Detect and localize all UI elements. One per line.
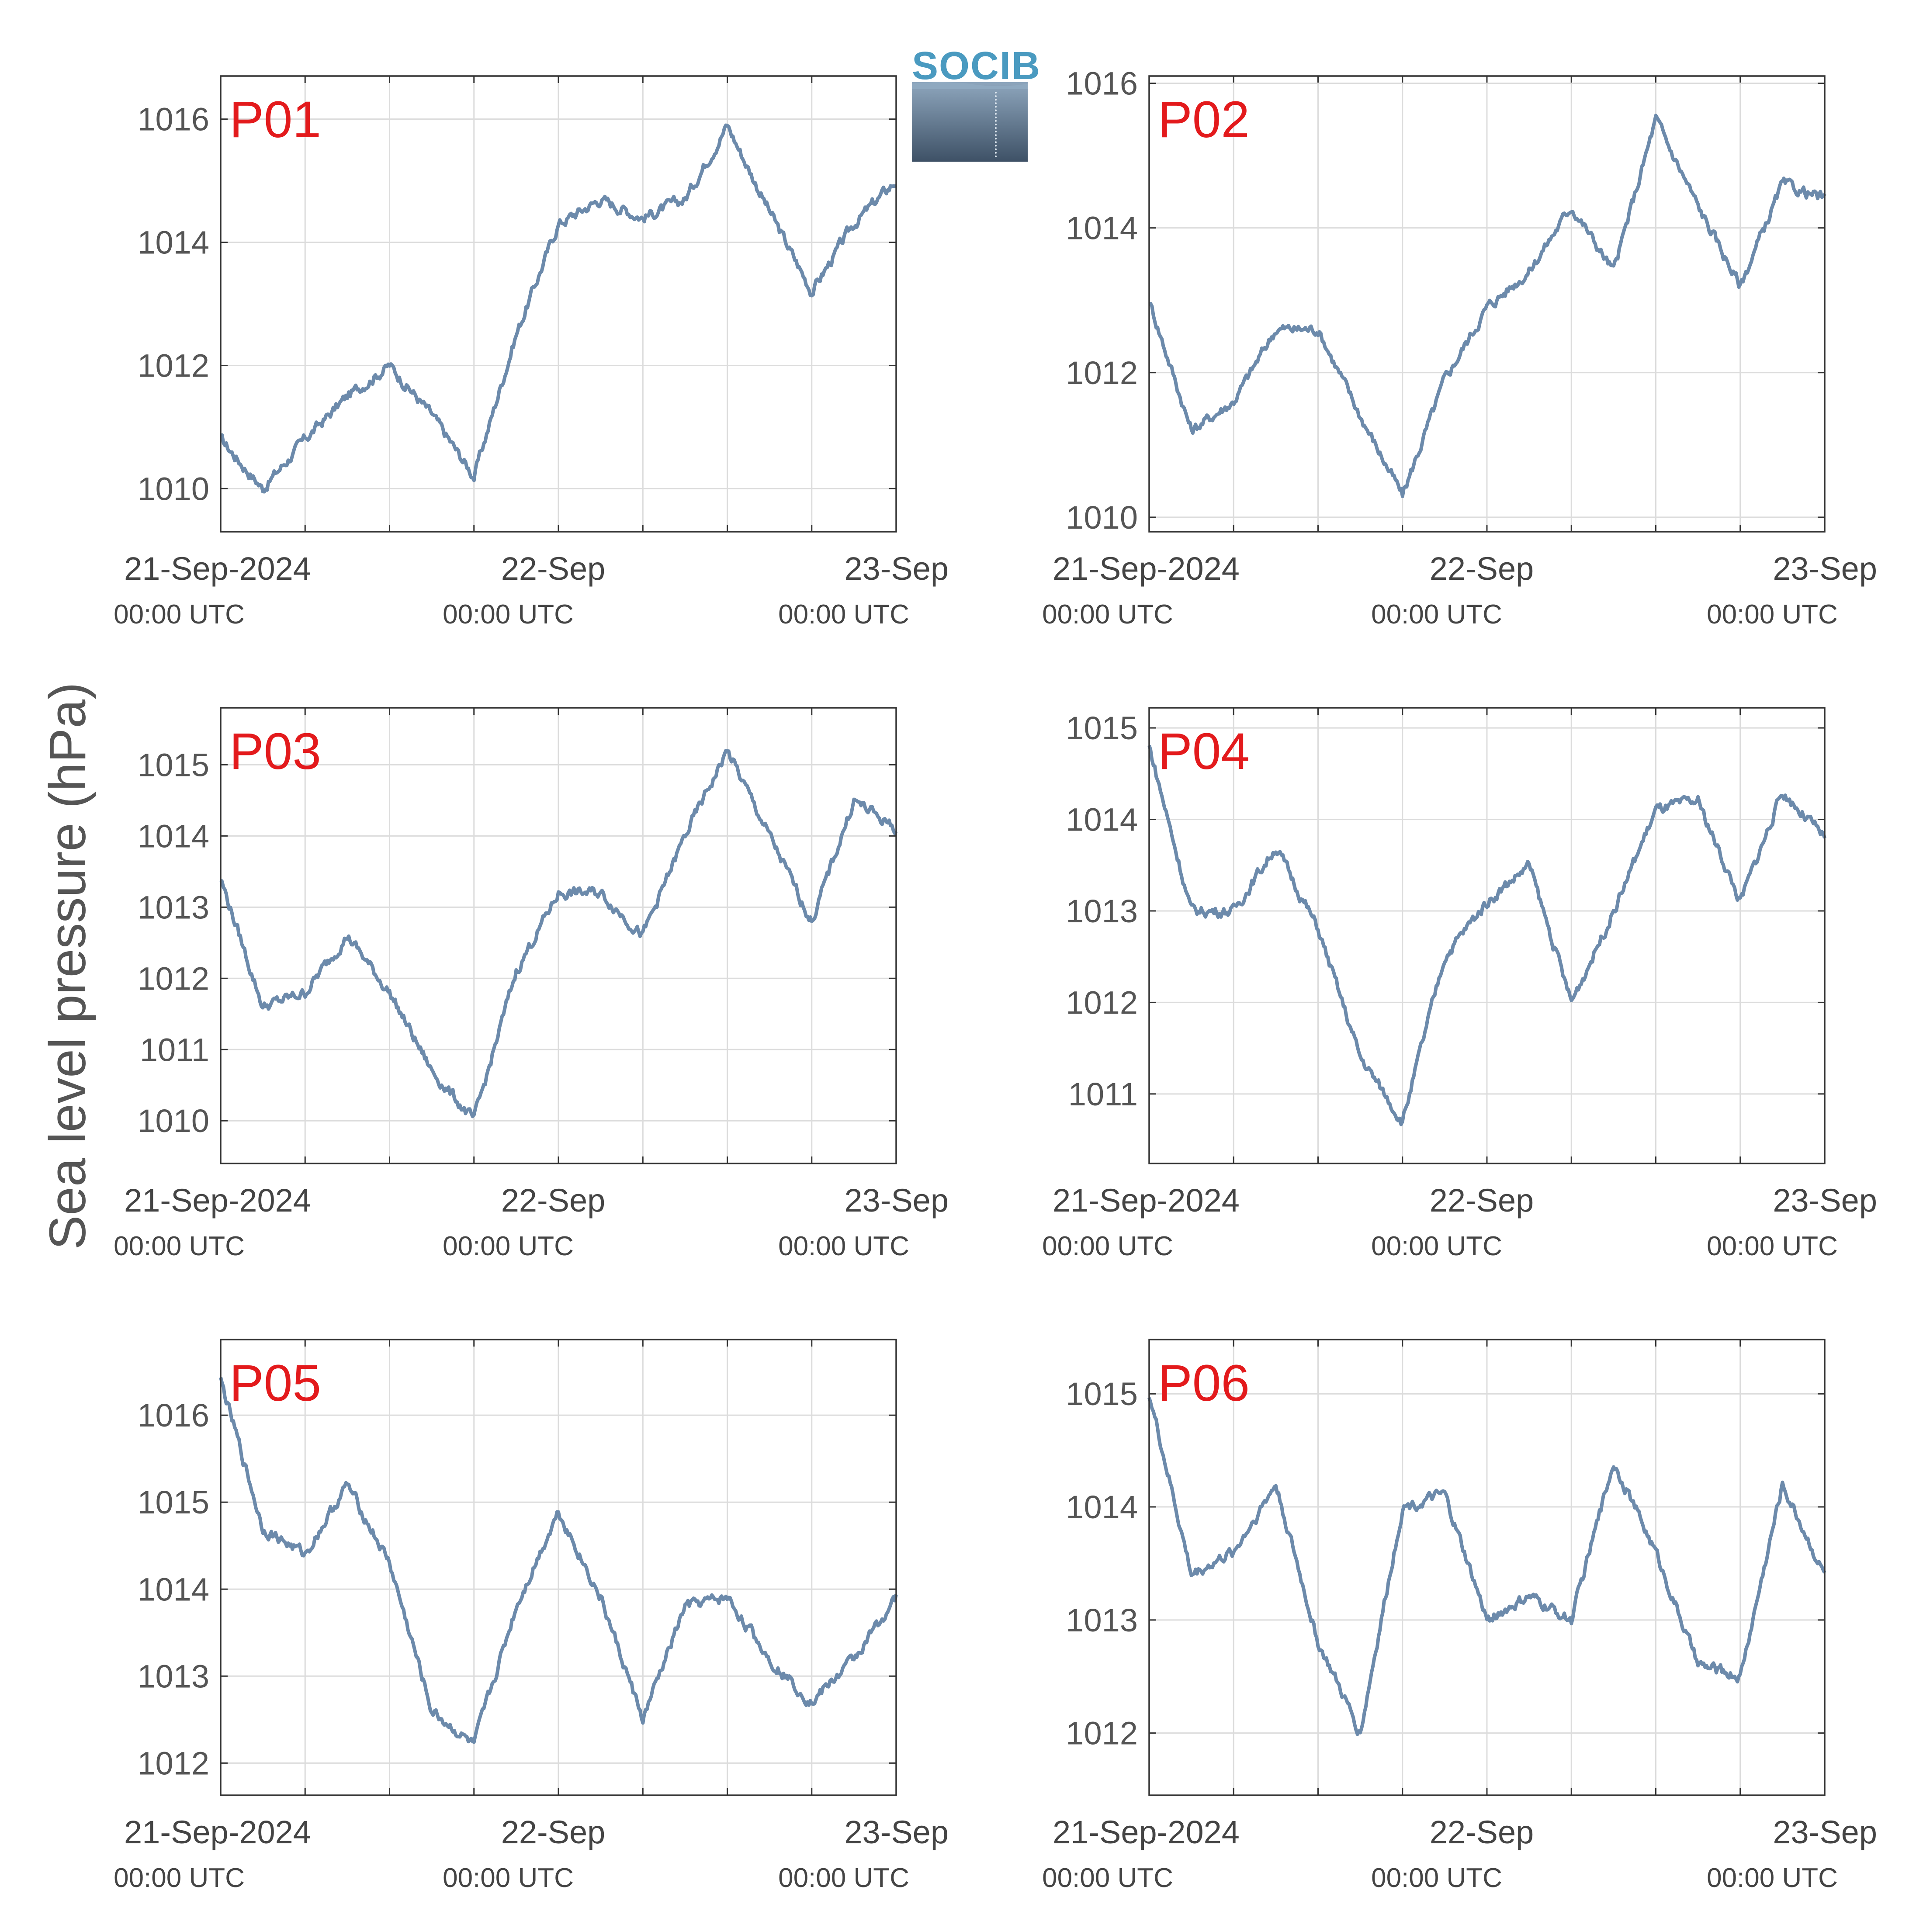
y-tick-label: 1015: [1066, 710, 1138, 746]
logo-wave: [912, 82, 1028, 89]
panel-label: P02: [1158, 91, 1250, 149]
x-tick-sublabel: 00:00 UTC: [114, 1863, 245, 1893]
y-tick-label: 1012: [1066, 1715, 1138, 1752]
x-tick-label: 21-Sep-2024: [124, 1182, 311, 1219]
x-tick-sublabel: 00:00 UTC: [778, 1231, 909, 1261]
y-tick-label: 1015: [1066, 1376, 1138, 1412]
y-tick-label: 1011: [1068, 1076, 1138, 1112]
x-tick-sublabel: 00:00 UTC: [114, 1231, 245, 1261]
y-tick-label: 1014: [137, 225, 209, 261]
x-tick-sublabel: 00:00 UTC: [443, 1231, 574, 1261]
x-tick-label: 22-Sep: [1430, 1182, 1534, 1219]
x-tick-sublabel: 00:00 UTC: [1371, 1863, 1502, 1893]
x-tick-label: 22-Sep: [1430, 551, 1534, 587]
y-axis-label: Sea level pressure (hPa): [39, 682, 97, 1250]
logo-gradient-block: [912, 82, 1028, 162]
logo-dotted-line: [995, 92, 998, 157]
pressure-series-line: [220, 123, 897, 494]
x-tick-sublabel: 00:00 UTC: [1707, 1863, 1838, 1893]
y-tick-label: 1015: [137, 747, 209, 783]
y-tick-label: 1013: [137, 1658, 209, 1694]
x-tick-label: 21-Sep-2024: [124, 1814, 311, 1850]
panel-label: P01: [229, 91, 321, 149]
x-tick-label: 22-Sep: [501, 1182, 606, 1219]
pressure-series-line: [219, 1377, 898, 1744]
socib-logo-text: SOCIB: [912, 44, 1041, 88]
y-tick-label: 1012: [137, 1745, 209, 1781]
x-tick-label: 23-Sep: [844, 1814, 949, 1850]
pressure-series-line: [1147, 744, 1826, 1126]
x-tick-label: 21-Sep-2024: [1053, 551, 1240, 587]
y-tick-label: 1014: [1066, 802, 1138, 838]
y-tick-label: 1012: [137, 347, 209, 384]
panel-p04: 1011 1012 1013 1014 1015 P04 21-Sep-2024 00:00 …: [1042, 707, 1877, 1261]
y-tick-label: 1011: [140, 1032, 209, 1068]
x-tick-label: 23-Sep: [844, 1182, 949, 1219]
x-tick-label: 21-Sep-2024: [1053, 1814, 1240, 1850]
x-tick-label: 23-Sep: [844, 551, 949, 587]
y-tick-label: 1012: [1066, 355, 1138, 391]
panel-p02: 1010 1012 1014 1016 P02 21-Sep-2024 00:00 UTC 2…: [1042, 66, 1877, 630]
panel-label: P03: [229, 723, 321, 780]
plot-frame: [220, 75, 897, 533]
x-tick-sublabel: 00:00 UTC: [1042, 1231, 1173, 1261]
y-tick-label: 1010: [1066, 499, 1138, 536]
y-tick-label: 1012: [137, 960, 209, 997]
plot-frame: [220, 1339, 897, 1796]
x-tick-sublabel: 00:00 UTC: [1371, 599, 1502, 630]
y-tick-label: 1015: [137, 1484, 209, 1520]
y-tick-label: 1013: [137, 889, 209, 925]
x-tick-sublabel: 00:00 UTC: [778, 1863, 909, 1893]
y-tick-label: 1014: [1066, 1489, 1138, 1525]
x-tick-label: 22-Sep: [1430, 1814, 1534, 1850]
y-tick-label: 1012: [1066, 984, 1138, 1021]
panel-p03: 1010 1011 1012 1013 1014 1015 P03 21-Sep-2024 00…: [114, 707, 949, 1261]
x-tick-sublabel: 00:00 UTC: [443, 599, 574, 630]
y-tick-label: 1016: [137, 101, 209, 138]
plot-frame: [220, 707, 897, 1164]
x-tick-sublabel: 00:00 UTC: [1042, 1863, 1173, 1893]
pressure-series-line: [219, 748, 898, 1118]
x-tick-label: 23-Sep: [1773, 1814, 1877, 1850]
y-tick-label: 1014: [137, 818, 209, 854]
y-tick-label: 1013: [1066, 893, 1138, 929]
y-tick-label: 1010: [137, 1103, 209, 1139]
panel-label: P04: [1158, 723, 1250, 780]
x-tick-sublabel: 00:00 UTC: [778, 599, 909, 630]
plot-frame: [1148, 75, 1826, 533]
y-tick-label: 1013: [1066, 1602, 1138, 1638]
x-tick-sublabel: 00:00 UTC: [443, 1863, 574, 1893]
x-tick-sublabel: 00:00 UTC: [1707, 599, 1838, 630]
panel-label: P05: [229, 1354, 321, 1412]
x-tick-sublabel: 00:00 UTC: [114, 599, 245, 630]
x-tick-label: 22-Sep: [501, 551, 606, 587]
socib-logo: SOCIB: [912, 44, 1041, 162]
plot-frame: [1148, 1339, 1826, 1796]
y-tick-label: 1016: [137, 1397, 209, 1433]
panel-label: P06: [1158, 1354, 1250, 1412]
x-tick-label: 23-Sep: [1773, 551, 1877, 587]
y-tick-label: 1014: [137, 1571, 209, 1607]
plot-frame: [1148, 707, 1826, 1164]
y-tick-label: 1014: [1066, 210, 1138, 246]
x-tick-sublabel: 00:00 UTC: [1707, 1231, 1838, 1261]
panel-p01: 1010 1012 1014 1016 P01 21-Sep-2024 00:00 UTC 2…: [114, 75, 949, 630]
x-tick-label: 21-Sep-2024: [124, 551, 311, 587]
y-tick-label: 1010: [137, 471, 209, 507]
x-tick-label: 22-Sep: [501, 1814, 606, 1850]
x-tick-label: 23-Sep: [1773, 1182, 1877, 1219]
panel-p06: 1012 1013 1014 1015 P06 21-Sep-2024 00:00 UTC 2…: [1042, 1339, 1877, 1893]
x-tick-sublabel: 00:00 UTC: [1042, 599, 1173, 630]
x-tick-label: 21-Sep-2024: [1053, 1182, 1240, 1219]
pressure-series-line: [1147, 1397, 1826, 1736]
y-tick-label: 1016: [1066, 66, 1138, 102]
panel-p05: 1012 1013 1014 1015 1016 P05 21-Sep-2024 00:00 …: [114, 1339, 949, 1893]
x-tick-sublabel: 00:00 UTC: [1371, 1231, 1502, 1261]
pressure-series-line: [1149, 114, 1826, 498]
